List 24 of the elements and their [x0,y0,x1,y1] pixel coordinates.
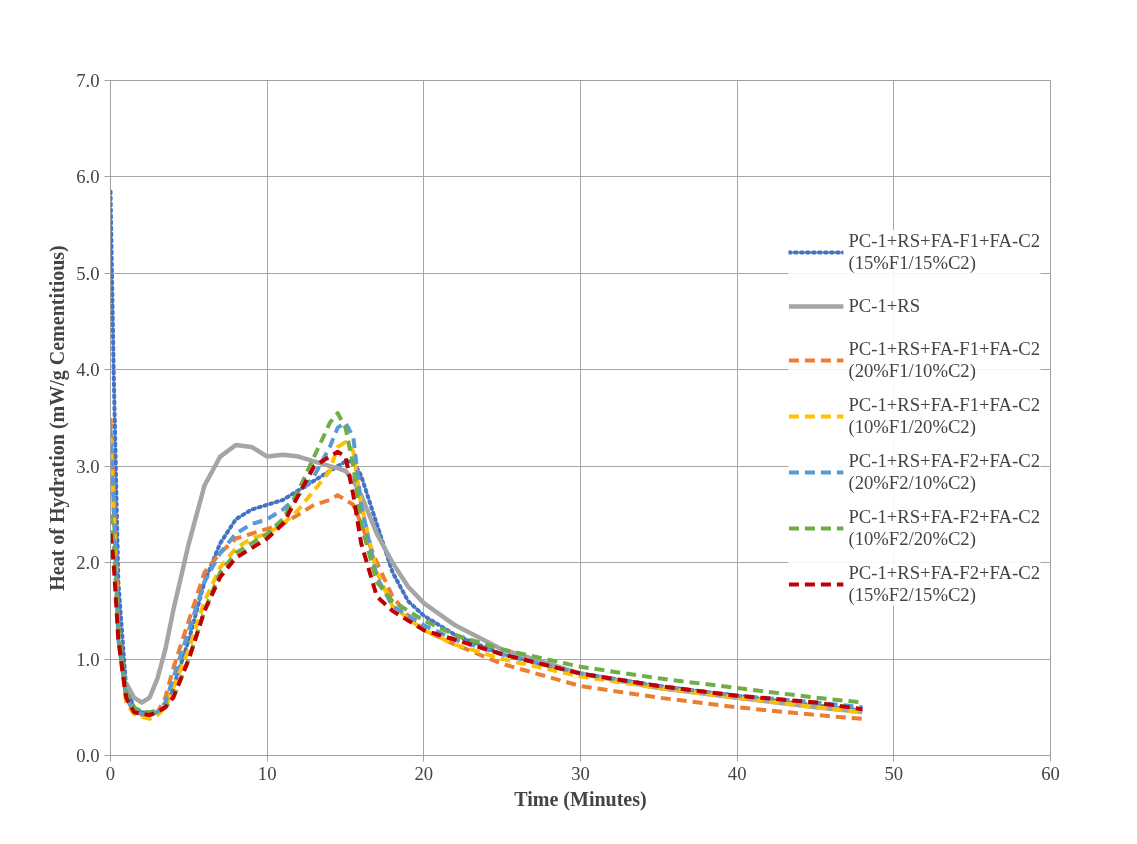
legend-label: PC-1+RS [848,293,921,318]
y-tick-label: 3.0 [76,455,100,477]
legend-label: PC-1+RS+FA-F1+FA-C2 (20%F1/10%C2) [848,337,1040,382]
y-tick-label: 4.0 [76,359,100,381]
y-tick-label: 6.0 [76,166,100,188]
x-tick-label: 60 [1041,762,1060,784]
x-tick-label: 20 [414,762,434,784]
legend-label: PC-1+RS+FA-F2+FA-C2 (20%F2/10%C2) [848,449,1040,494]
x-tick-label: 40 [727,762,747,784]
x-tick-label: 50 [884,762,904,784]
x-axis-title: Time (Minutes) [514,787,647,811]
legend-label: PC-1+RS+FA-F2+FA-C2 (10%F2/20%C2) [848,505,1040,550]
legend-label: PC-1+RS+FA-F1+FA-C2 (15%F1/15%C2) [848,229,1040,274]
legend-label: PC-1+RS+FA-F1+FA-C2 (10%F1/20%C2) [848,393,1040,438]
y-tick-label: 7.0 [76,70,100,91]
x-tick-label: 30 [571,762,590,784]
y-tick-label: 2.0 [76,552,100,574]
x-tick-label: 10 [257,762,277,784]
x-tick-label: 0 [105,762,116,784]
y-tick-label: 1.0 [76,648,100,670]
y-axis-title: Heat of Hydration (mW/g Cementitious) [46,245,70,591]
y-tick-label: 5.0 [76,262,100,284]
legend-label: PC-1+RS+FA-F2+FA-C2 (15%F2/15%C2) [848,561,1040,606]
y-tick-label: 0.0 [76,745,100,766]
